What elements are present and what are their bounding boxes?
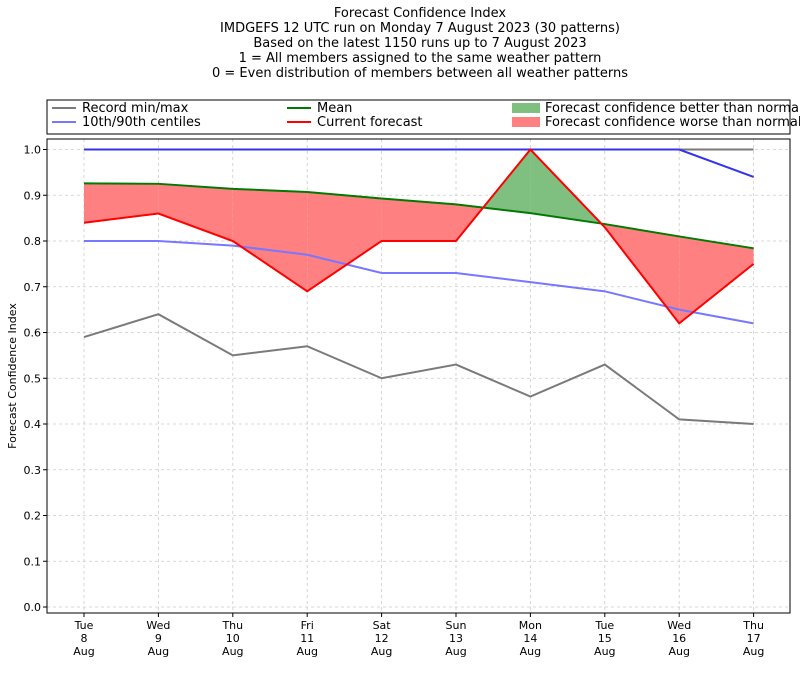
y-tick-label: 1.0	[24, 144, 42, 157]
legend-label: Mean	[317, 101, 352, 116]
x-tick-label: 12	[375, 632, 389, 645]
title-line-1: Forecast Confidence Index	[333, 6, 507, 21]
x-tick-label: Aug	[445, 645, 466, 658]
legend-box	[46, 99, 791, 135]
x-tick-label: Aug	[520, 645, 541, 658]
y-tick-label: 0.8	[24, 235, 42, 248]
y-tick-label: 0.2	[24, 510, 42, 523]
x-tick-label: Aug	[668, 645, 689, 658]
legend-label: Current forecast	[317, 115, 423, 130]
x-tick-label: Aug	[148, 645, 169, 658]
y-tick-label: 0.3	[24, 464, 42, 477]
x-tick-label: Aug	[743, 645, 764, 658]
y-tick-label: 0.5	[24, 372, 42, 385]
legend-patch-swatch	[512, 117, 540, 127]
worse-than-normal-area	[232, 188, 308, 292]
x-axis: Tue8AugWed9AugThu10AugFri11AugSat12AugSu…	[73, 613, 764, 658]
x-tick-label: 17	[747, 632, 761, 645]
x-tick-label: 15	[598, 632, 612, 645]
y-tick-label: 0.0	[24, 601, 42, 614]
x-tick-label: Wed	[667, 619, 691, 632]
y-tick-label: 0.1	[24, 555, 42, 568]
title-line-5: 0 = Even distribution of members between…	[211, 66, 629, 81]
worse-than-normal-area	[84, 183, 159, 223]
title-line-4: 1 = All members assigned to the same wea…	[238, 51, 602, 66]
x-tick-label: Sat	[373, 619, 392, 632]
series-line-current	[83, 147, 755, 325]
legend-label: Forecast confidence better than normal	[545, 101, 800, 116]
series-line-mean	[83, 182, 754, 250]
x-tick-label: 8	[81, 632, 88, 645]
y-tick-label: 0.6	[24, 327, 42, 340]
x-tick-label: Sun	[446, 619, 467, 632]
series-line-record-min	[83, 313, 754, 425]
chart-title: Forecast Confidence Index IMDGEFS 12 UTC…	[0, 6, 800, 81]
x-tick-label: Aug	[296, 645, 317, 658]
x-tick-label: Thu	[221, 619, 243, 632]
x-tick-label: Aug	[594, 645, 615, 658]
x-tick-label: Wed	[146, 619, 170, 632]
x-tick-label: Fri	[301, 619, 314, 632]
x-tick-label: Mon	[519, 619, 542, 632]
worse-than-normal-area	[307, 192, 382, 292]
series-line-p90	[84, 148, 754, 178]
x-tick-label: Thu	[742, 619, 764, 632]
x-tick-label: 10	[226, 632, 240, 645]
worse-than-normal-area	[381, 198, 456, 241]
x-tick-label: 11	[300, 632, 314, 645]
legend-label: Record min/max	[82, 101, 189, 116]
legend-patch-swatch	[512, 103, 540, 113]
x-tick-label: 13	[449, 632, 463, 645]
series-line-p10	[84, 240, 754, 325]
series-lines	[83, 147, 755, 425]
x-tick-label: Aug	[222, 645, 243, 658]
x-tick-label: Aug	[371, 645, 392, 658]
legend-label: Forecast confidence worse than normal	[545, 115, 800, 130]
worse-than-normal-area	[679, 236, 754, 324]
x-tick-label: 16	[672, 632, 686, 645]
y-tick-label: 0.4	[24, 418, 42, 431]
x-tick-label: Tue	[74, 619, 94, 632]
legend-label: 10th/90th centiles	[82, 115, 201, 130]
x-tick-label: Aug	[73, 645, 94, 658]
confidence-fills	[84, 149, 754, 324]
worse-than-normal-area	[158, 183, 233, 241]
y-tick-label: 0.9	[24, 189, 42, 202]
axes-frame	[46, 138, 791, 614]
y-tick-label: 0.7	[24, 281, 42, 294]
y-axis: 0.0 0.1 0.2 0.3 0.4 0.5 0.6 0.7 0.8 0.9 1.0 Forecas…	[6, 144, 47, 614]
title-line-3: Based on the latest 1150 runs up to 7 Au…	[253, 36, 587, 51]
title-line-2: IMDGEFS 12 UTC run on Monday 7 August 20…	[220, 21, 620, 36]
x-tick-label: Tue	[594, 619, 614, 632]
x-tick-label: 14	[523, 632, 537, 645]
y-axis-label: Forecast Confidence Index	[6, 303, 19, 449]
x-tick-label: 9	[155, 632, 162, 645]
